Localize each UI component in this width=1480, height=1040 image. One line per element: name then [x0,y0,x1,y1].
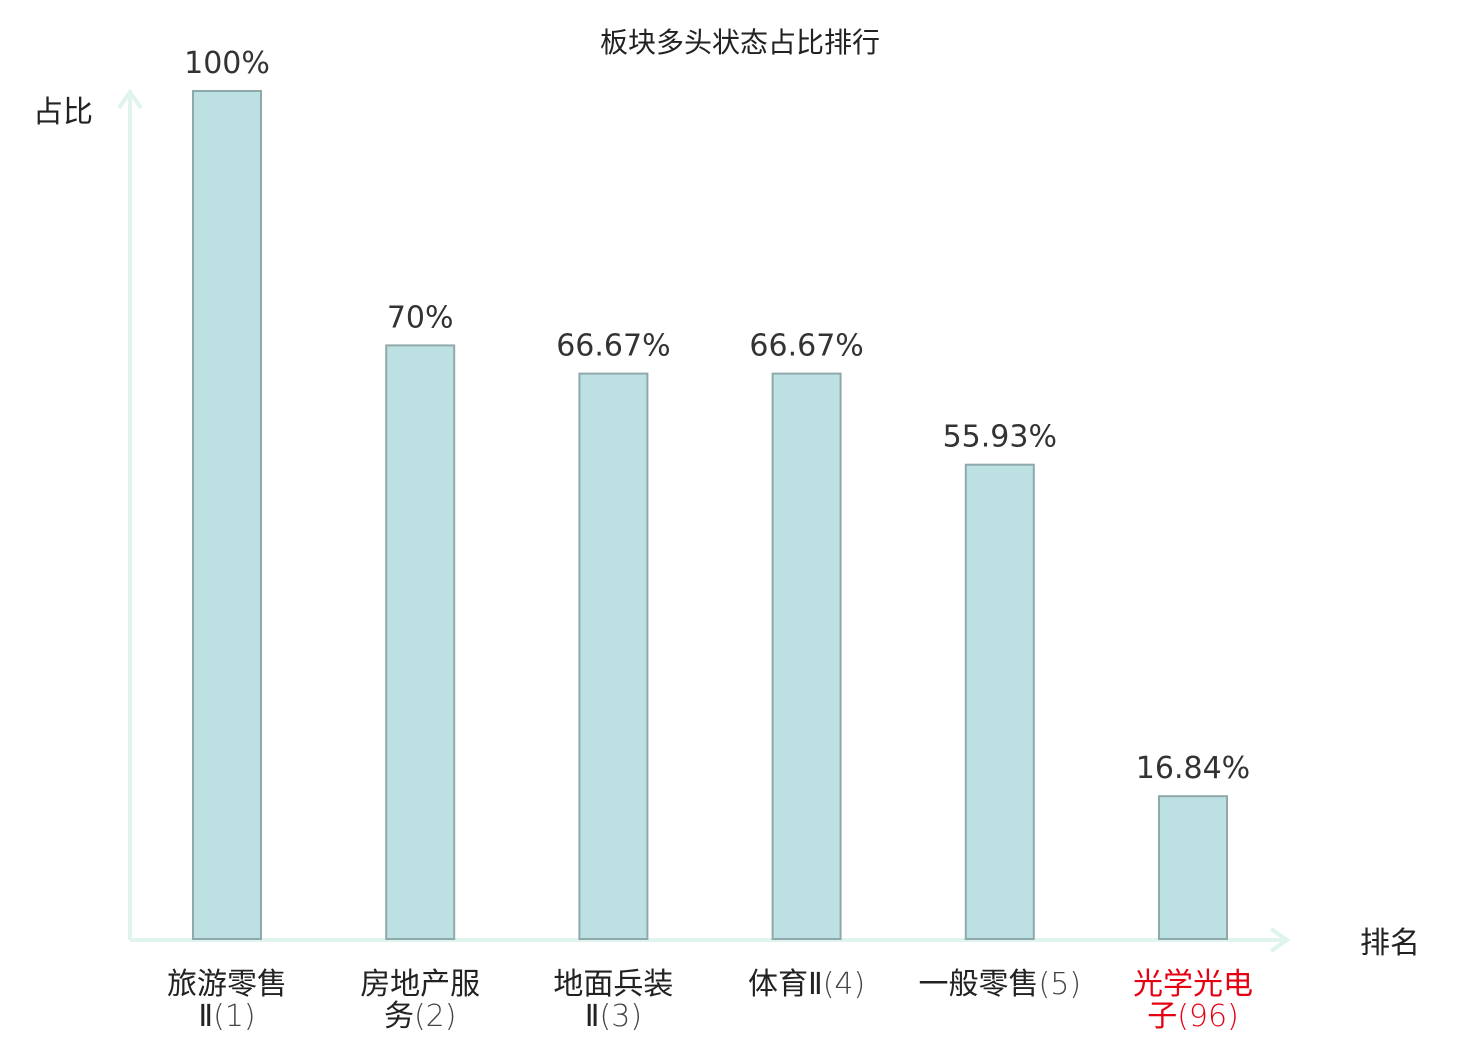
x-tick-label: 旅游零售 Ⅱ(1) [167,967,287,1034]
x-axis-arrow-icon [1269,927,1291,953]
value-labels-group: 100% 70% 66.67% 66.67% 55.93% 16.84% [184,46,1250,786]
bar [578,372,649,941]
bar [771,372,842,941]
x-tick-label: 体育Ⅱ(4) [748,967,865,1002]
x-tick-label: 房地产服务(2) [360,967,480,1034]
x-axis [130,927,1291,953]
y-axis-arrow-icon [117,88,143,110]
data-label: 66.67% [556,329,670,364]
data-label: 70% [387,300,454,335]
bar [385,344,456,940]
data-label: 16.84% [1136,751,1250,786]
x-axis-label: 排名 [1360,926,1420,961]
category-labels-group: 旅游零售 Ⅱ(1) 房地产服务(2) 地面兵装 Ⅱ(3) 体育Ⅱ(4) 一般零售(5) 光学光… [167,967,1253,1034]
bar [964,463,1035,940]
data-label: 55.93% [943,420,1057,455]
bar [1158,795,1228,941]
x-tick-label: 一般零售(5) [919,967,1082,1002]
x-tick-label: 地面兵装 Ⅱ(3) [553,967,673,1034]
x-tick-label: 光学光电子(96) [1133,967,1253,1034]
data-label: 100% [184,46,270,81]
bar [192,90,262,940]
data-label: 66.67% [749,329,863,364]
chart-title: 板块多头状态占比排行 [600,26,880,59]
y-axis [117,88,143,940]
y-axis-label: 占比 [33,95,93,130]
bars-group [192,90,1228,941]
